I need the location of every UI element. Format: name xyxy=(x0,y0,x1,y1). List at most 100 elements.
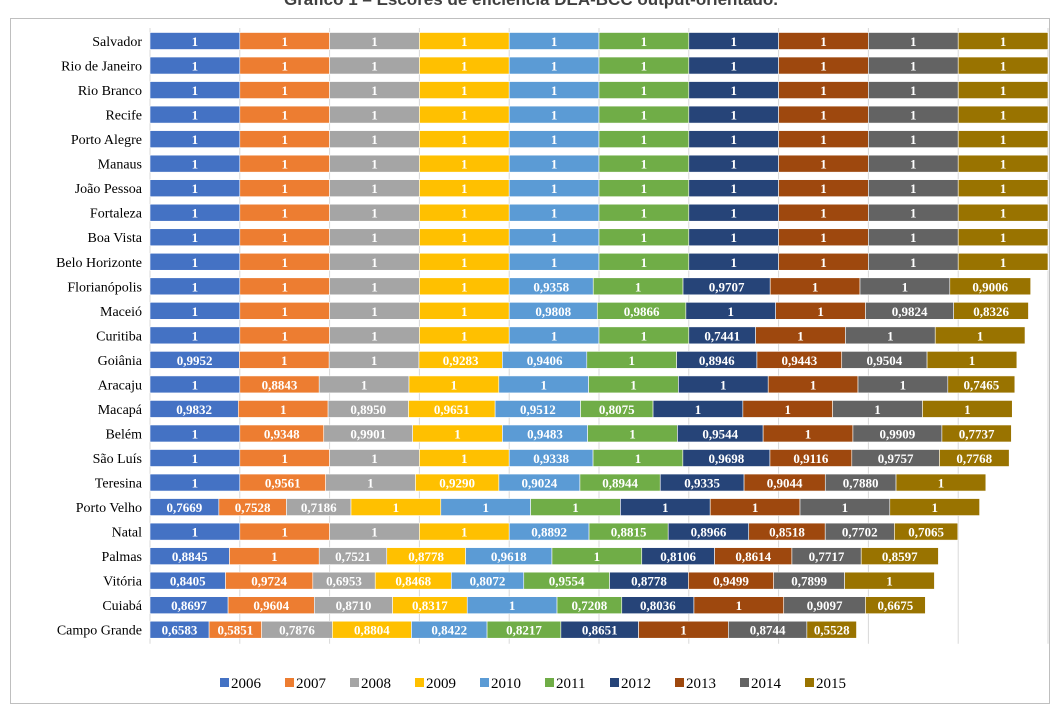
category-label: Teresina xyxy=(95,477,143,492)
data-label: 1 xyxy=(752,500,759,515)
data-label: 0,7876 xyxy=(279,623,315,638)
data-label: 0,8075 xyxy=(599,402,635,417)
stacked-bar-chart: Salvador 1 1 1 1 1 1 1 1 1 1 Rio de Janeiro 1 1 1 1 1 1 1 1… xyxy=(11,19,1049,703)
category-label: Porto Alegre xyxy=(71,133,142,148)
data-label: 1 xyxy=(730,132,737,147)
legend-label: 2011 xyxy=(556,676,585,692)
data-label: 0,9544 xyxy=(702,426,738,441)
data-label: 0,7521 xyxy=(335,549,371,564)
data-label: 1 xyxy=(730,157,737,172)
data-label: 0,9348 xyxy=(264,426,300,441)
data-label: 0,9290 xyxy=(439,476,475,491)
category-label: Porto Velho xyxy=(76,501,142,516)
data-label: 1 xyxy=(886,574,893,589)
category-label: Cuiabá xyxy=(102,599,142,614)
data-label: 1 xyxy=(551,83,558,98)
data-label: 0,9618 xyxy=(491,549,527,564)
data-label: 1 xyxy=(281,157,288,172)
data-label: 1 xyxy=(551,132,558,147)
category-label: Manaus xyxy=(98,158,142,173)
data-label: 1 xyxy=(461,279,468,294)
data-label: 1 xyxy=(281,34,288,49)
data-label: 1 xyxy=(695,402,702,417)
legend-label: 2007 xyxy=(296,676,327,692)
data-label: 0,8950 xyxy=(350,402,386,417)
data-label: 1 xyxy=(728,304,735,319)
legend-swatch xyxy=(805,678,814,687)
data-label: 0,8710 xyxy=(336,598,372,613)
data-label: 1 xyxy=(1000,83,1007,98)
chart-area: Salvador 1 1 1 1 1 1 1 1 1 1 Rio de Janeiro 1 1 1 1 1 1 1 1… xyxy=(10,18,1050,704)
data-label: 0,6583 xyxy=(162,623,198,638)
data-label: 1 xyxy=(730,108,737,123)
data-label: 1 xyxy=(192,279,199,294)
data-label: 0,8326 xyxy=(973,304,1009,319)
data-label: 0,9499 xyxy=(713,574,749,589)
data-label: 1 xyxy=(820,108,827,123)
data-label: 1 xyxy=(371,353,378,368)
chart-title: Gráfico 1 – Escores de eficiência DEA-BC… xyxy=(0,0,1062,13)
data-label: 1 xyxy=(820,59,827,74)
data-label: 0,9443 xyxy=(781,353,817,368)
data-label: 0,9483 xyxy=(527,426,563,441)
data-label: 1 xyxy=(192,132,199,147)
data-label: 0,9358 xyxy=(533,279,569,294)
data-label: 1 xyxy=(371,157,378,172)
data-label: 0,9757 xyxy=(878,451,914,466)
data-label: 1 xyxy=(461,34,468,49)
data-label: 1 xyxy=(281,83,288,98)
category-label: Maceió xyxy=(100,305,142,320)
category-label: Rio de Janeiro xyxy=(61,60,142,75)
data-label: 1 xyxy=(641,181,648,196)
data-label: 0,8405 xyxy=(170,574,206,589)
data-label: 1 xyxy=(371,525,378,540)
data-label: 0,7702 xyxy=(842,525,878,540)
data-label: 1 xyxy=(271,549,278,564)
category-label: João Pessoa xyxy=(75,182,143,197)
data-label: 1 xyxy=(820,83,827,98)
data-label: 1 xyxy=(1000,59,1007,74)
data-label: 1 xyxy=(630,377,637,392)
data-label: 1 xyxy=(730,206,737,221)
data-label: 1 xyxy=(192,377,199,392)
data-label: 1 xyxy=(192,304,199,319)
data-label: 0,8614 xyxy=(735,549,771,564)
data-label: 1 xyxy=(820,34,827,49)
data-label: 1 xyxy=(371,34,378,49)
data-label: 1 xyxy=(594,549,601,564)
data-label: 1 xyxy=(454,426,461,441)
data-label: 0,6675 xyxy=(878,598,914,613)
data-label: 1 xyxy=(371,451,378,466)
category-label: Recife xyxy=(105,109,142,124)
data-label: 0,7717 xyxy=(809,549,845,564)
data-label: 0,9283 xyxy=(443,353,479,368)
data-label: 1 xyxy=(641,108,648,123)
data-label: 0,7737 xyxy=(959,426,995,441)
data-label: 1 xyxy=(1000,34,1007,49)
legend-swatch xyxy=(740,678,749,687)
data-label: 1 xyxy=(635,451,642,466)
data-label: 1 xyxy=(281,132,288,147)
data-label: 1 xyxy=(192,255,199,270)
data-label: 1 xyxy=(812,279,819,294)
data-label: 0,9554 xyxy=(549,574,585,589)
data-label: 1 xyxy=(977,328,984,343)
data-label: 1 xyxy=(910,132,917,147)
data-label: 1 xyxy=(461,255,468,270)
data-label: 1 xyxy=(551,181,558,196)
data-label: 1 xyxy=(820,255,827,270)
data-label: 1 xyxy=(910,230,917,245)
data-label: 0,9006 xyxy=(972,279,1008,294)
data-label: 1 xyxy=(641,59,648,74)
data-label: 0,9698 xyxy=(709,451,745,466)
category-label: Natal xyxy=(112,526,142,541)
data-label: 1 xyxy=(938,476,945,491)
data-label: 1 xyxy=(192,34,199,49)
data-label: 1 xyxy=(1000,157,1007,172)
data-label: 1 xyxy=(371,279,378,294)
data-label: 1 xyxy=(192,206,199,221)
data-label: 1 xyxy=(281,279,288,294)
data-label: 1 xyxy=(680,623,687,638)
data-label: 1 xyxy=(551,206,558,221)
legend-swatch xyxy=(610,678,619,687)
